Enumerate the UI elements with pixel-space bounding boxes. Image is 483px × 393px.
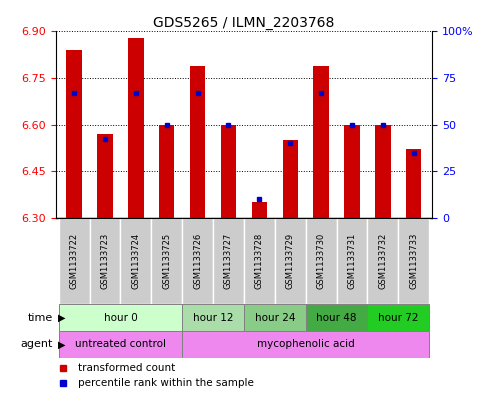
Bar bbox=[182, 304, 244, 331]
Text: GSM1133722: GSM1133722 bbox=[70, 233, 79, 289]
Text: GSM1133728: GSM1133728 bbox=[255, 233, 264, 289]
Text: hour 12: hour 12 bbox=[193, 312, 233, 323]
Bar bbox=[337, 218, 368, 304]
Text: hour 24: hour 24 bbox=[255, 312, 295, 323]
Text: untreated control: untreated control bbox=[75, 339, 166, 349]
Text: GSM1133723: GSM1133723 bbox=[100, 233, 110, 289]
Bar bbox=[283, 140, 298, 218]
Bar bbox=[252, 202, 267, 218]
Bar bbox=[244, 218, 275, 304]
Text: GSM1133725: GSM1133725 bbox=[162, 233, 171, 289]
Bar bbox=[190, 66, 205, 218]
Text: GSM1133732: GSM1133732 bbox=[378, 233, 387, 289]
Bar bbox=[244, 304, 306, 331]
Bar bbox=[398, 218, 429, 304]
Bar bbox=[313, 66, 329, 218]
Bar bbox=[182, 331, 429, 358]
Bar bbox=[58, 304, 182, 331]
Bar bbox=[344, 125, 360, 218]
Text: ▶: ▶ bbox=[58, 339, 66, 349]
Text: GSM1133727: GSM1133727 bbox=[224, 233, 233, 289]
Text: percentile rank within the sample: percentile rank within the sample bbox=[78, 378, 254, 388]
Bar bbox=[128, 38, 143, 218]
Text: hour 72: hour 72 bbox=[378, 312, 419, 323]
Text: GSM1133724: GSM1133724 bbox=[131, 233, 141, 289]
Bar bbox=[375, 125, 391, 218]
Title: GDS5265 / ILMN_2203768: GDS5265 / ILMN_2203768 bbox=[153, 17, 335, 30]
Text: GSM1133731: GSM1133731 bbox=[347, 233, 356, 289]
Text: GSM1133726: GSM1133726 bbox=[193, 233, 202, 289]
Bar bbox=[406, 149, 422, 218]
Bar bbox=[306, 218, 337, 304]
Bar bbox=[58, 331, 182, 358]
Bar bbox=[97, 134, 113, 218]
Text: GSM1133729: GSM1133729 bbox=[286, 233, 295, 289]
Bar bbox=[306, 304, 368, 331]
Bar bbox=[275, 218, 306, 304]
Text: transformed count: transformed count bbox=[78, 362, 175, 373]
Text: time: time bbox=[28, 312, 53, 323]
Bar bbox=[221, 125, 236, 218]
Bar bbox=[368, 218, 398, 304]
Bar bbox=[89, 218, 120, 304]
Text: agent: agent bbox=[21, 339, 53, 349]
Text: mycophenolic acid: mycophenolic acid bbox=[257, 339, 355, 349]
Bar bbox=[368, 304, 429, 331]
Bar bbox=[120, 218, 151, 304]
Bar bbox=[66, 50, 82, 218]
Bar bbox=[213, 218, 244, 304]
Bar bbox=[151, 218, 182, 304]
Bar bbox=[58, 218, 89, 304]
Text: hour 0: hour 0 bbox=[103, 312, 137, 323]
Bar bbox=[159, 125, 174, 218]
Text: hour 48: hour 48 bbox=[316, 312, 357, 323]
Text: GSM1133730: GSM1133730 bbox=[317, 233, 326, 289]
Bar bbox=[182, 218, 213, 304]
Text: GSM1133733: GSM1133733 bbox=[409, 233, 418, 289]
Text: ▶: ▶ bbox=[58, 312, 66, 323]
